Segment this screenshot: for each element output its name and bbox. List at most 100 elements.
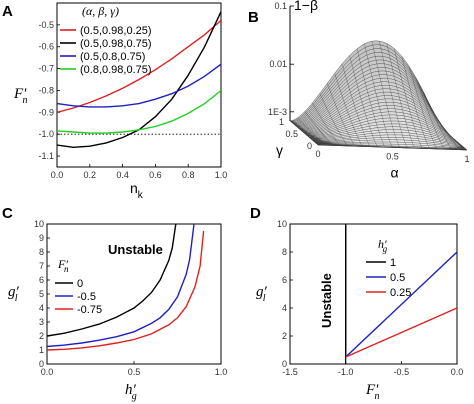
legend-label-3: (0.8,0.98,0.75) — [80, 64, 152, 76]
x-tick-label: 1.0 — [215, 367, 228, 377]
x-tick-label: 0.2 — [84, 170, 97, 180]
x-axis-label-main: n — [130, 180, 138, 196]
series-group — [57, 11, 221, 149]
panel-a-chart: 0.0 0.2 0.4 0.6 0.8 1.0 -1.1 -1.0 -0.9 -0.8 -0.7 -0… — [13, 2, 228, 201]
series-line-2 — [47, 230, 205, 351]
surface-mesh-line — [304, 111, 334, 146]
y-tick-label: -1.0 — [38, 129, 54, 139]
surface-mesh-line — [319, 93, 348, 147]
y-tick-label: 6 — [39, 275, 44, 285]
surface-mesh-line — [341, 63, 371, 147]
alpha-tick-label: 0 — [315, 149, 320, 159]
x-axis-label-prime: ′ — [375, 382, 379, 398]
panel-letter-b: B — [248, 9, 259, 26]
legend-label-1: (0.5,0.98,0.75) — [80, 38, 152, 50]
x-axis-label-prime: ′ — [133, 382, 137, 398]
x-tick-label: 0.0 — [451, 367, 464, 377]
surface-mesh-line — [289, 120, 319, 146]
x-axis-label: h′g — [125, 382, 137, 402]
gamma-tick-label: 0 — [307, 141, 312, 151]
y-axis-label-prime: ′ — [23, 86, 27, 102]
panel-d-chart: -1.5 -1.0 -0.5 0.00246810h′g10.50.25Unstabl… — [256, 219, 463, 402]
legend-label-0: 0 — [77, 278, 83, 290]
alpha-tick-label: 0.5 — [386, 152, 399, 162]
x-tick-label: 0.4 — [116, 170, 129, 180]
series-line-2 — [345, 307, 457, 358]
legend-title-prime: ′ — [65, 257, 68, 271]
y-tick-label: 10 — [277, 219, 287, 229]
y-tick-label: 2 — [39, 331, 44, 341]
series-line-0 — [47, 224, 177, 337]
y-tick-label: 0 — [282, 359, 287, 369]
surface-mesh-line — [423, 93, 453, 150]
y-tick-label: -0.8 — [38, 85, 54, 95]
z-tick-label: 1E-3 — [268, 107, 287, 117]
x-tick-label: -0.5 — [394, 367, 410, 377]
surface-mesh-line — [409, 66, 438, 150]
y-tick-label: 3 — [39, 317, 44, 327]
panel-letter-a: A — [2, 3, 13, 20]
series-group — [345, 224, 457, 358]
y-tick-label: 4 — [282, 303, 287, 313]
legend-label-2: 0.25 — [390, 287, 411, 299]
y-axis-label: F′n — [13, 86, 27, 106]
y-tick-label: -0.5 — [38, 20, 54, 30]
x-axis-label: F′n — [365, 382, 379, 402]
y-axis-label: g′l — [256, 284, 268, 304]
y-axis-label-prime: ′ — [264, 284, 268, 300]
z-axis-label: 1−β — [294, 0, 318, 13]
legend-label-0: (0.5,0.98,0.25) — [80, 25, 152, 37]
y-tick-label: 9 — [39, 233, 44, 243]
x-tick-label: -1.5 — [282, 367, 298, 377]
y-tick-label: 10 — [34, 219, 44, 229]
y-axis-label: g′l — [8, 284, 20, 304]
x-axis-label-sub: k — [138, 190, 144, 201]
surface-mesh-line — [379, 41, 408, 149]
y-tick-label: -0.6 — [38, 42, 54, 52]
y-tick-label: 1 — [39, 345, 44, 355]
y-tick-label: -1.1 — [38, 151, 54, 161]
gamma-axis-label: γ — [276, 142, 283, 158]
legend-title: (α, β, γ) — [82, 4, 119, 18]
x-tick-label: 0.5 — [128, 367, 141, 377]
y-tick-label: 4 — [39, 303, 44, 313]
x-axis-label-main: F — [365, 382, 376, 398]
legend-title-sub: n — [64, 264, 69, 274]
surface-mesh-line — [349, 55, 378, 148]
alpha-axis-label: α — [391, 165, 399, 181]
panel-c-chart: 0.0 0.5 1.0012345678910F′n0-0.5-0.75Unstab… — [8, 219, 227, 402]
series-line-0 — [57, 19, 221, 113]
x-tick-label: 1.0 — [215, 170, 228, 180]
series-line-3 — [57, 89, 221, 134]
x-tick-label: 0.8 — [182, 170, 195, 180]
legend-title-prime: ′ — [384, 237, 387, 251]
series-line-1 — [47, 224, 195, 348]
y-axis-label-main: F — [13, 86, 24, 102]
surface-mesh-line — [356, 48, 386, 148]
y-axis-label-main: g — [8, 284, 16, 300]
y-tick-label: 5 — [39, 289, 44, 299]
alpha-tick-label: 1 — [464, 154, 469, 164]
x-axis-label-sub: g — [132, 391, 137, 402]
y-axis-label-prime: ′ — [16, 284, 20, 300]
series-group — [47, 224, 205, 351]
panel-letter-d: D — [250, 205, 261, 222]
y-tick-label: -0.7 — [38, 64, 54, 74]
panel-letter-c: C — [2, 205, 13, 222]
legend-title: h′g — [378, 237, 388, 254]
surface-mesh-line — [386, 43, 416, 149]
surface-mesh-line — [431, 108, 460, 150]
x-tick-label: 0.6 — [149, 170, 162, 180]
y-tick-label: 7 — [39, 261, 44, 271]
surface-mesh-line — [334, 73, 363, 147]
y-tick-label: 6 — [282, 275, 287, 285]
y-axis-label-main: g — [256, 284, 264, 300]
z-tick-label: 0.1 — [274, 1, 287, 11]
z-tick-label: 0.01 — [269, 59, 287, 69]
legend-title: F′n — [57, 257, 69, 274]
legend-label-2: (0.5,0.8,0.75) — [80, 51, 145, 63]
gamma-tick-label: 0.5 — [285, 129, 298, 139]
surface-mesh-line — [297, 117, 326, 146]
x-tick-label: -1.0 — [338, 367, 354, 377]
